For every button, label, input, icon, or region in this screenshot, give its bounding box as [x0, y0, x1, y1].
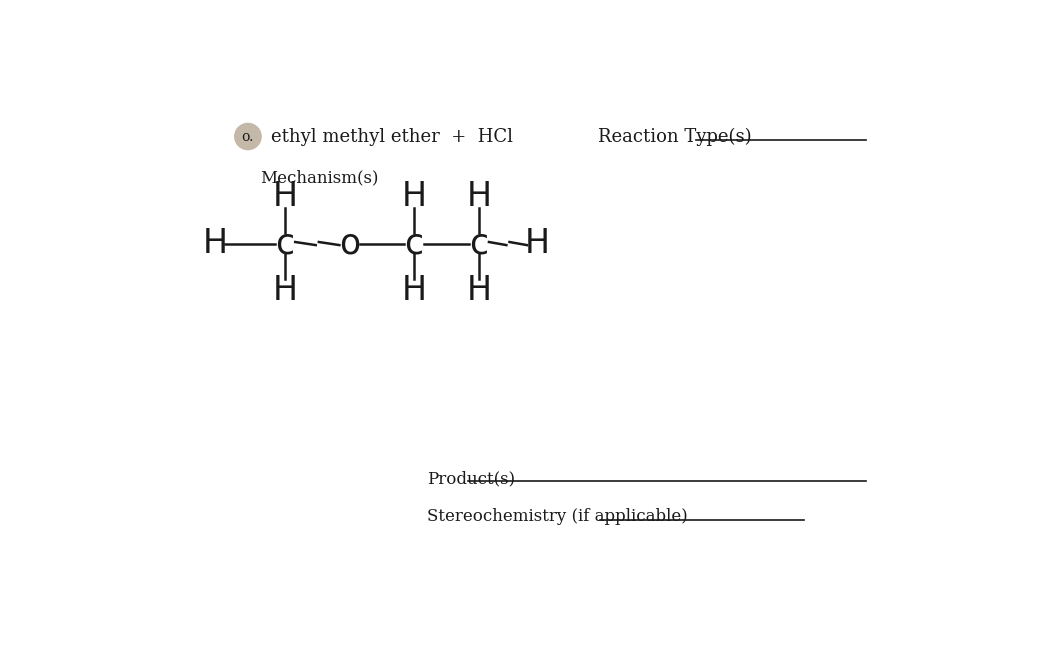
Text: H: H: [401, 180, 426, 213]
Text: Product(s): Product(s): [427, 470, 515, 487]
Text: H: H: [466, 180, 491, 213]
Text: H: H: [273, 180, 298, 213]
Text: c: c: [276, 227, 295, 261]
Text: o.: o.: [242, 129, 254, 144]
Text: ethyl methyl ether  +  HCl: ethyl methyl ether + HCl: [271, 127, 513, 146]
Text: Reaction Type(s): Reaction Type(s): [599, 127, 752, 146]
Text: Stereochemistry (if applicable): Stereochemistry (if applicable): [427, 508, 688, 525]
Text: H: H: [203, 227, 228, 260]
Text: H: H: [401, 274, 426, 307]
Text: c: c: [404, 227, 424, 261]
Text: H: H: [525, 227, 550, 260]
Circle shape: [235, 124, 261, 150]
Text: H: H: [273, 274, 298, 307]
Text: H: H: [466, 274, 491, 307]
Text: c: c: [469, 227, 488, 261]
Text: o: o: [338, 227, 360, 261]
Text: Mechanism(s): Mechanism(s): [260, 170, 379, 187]
